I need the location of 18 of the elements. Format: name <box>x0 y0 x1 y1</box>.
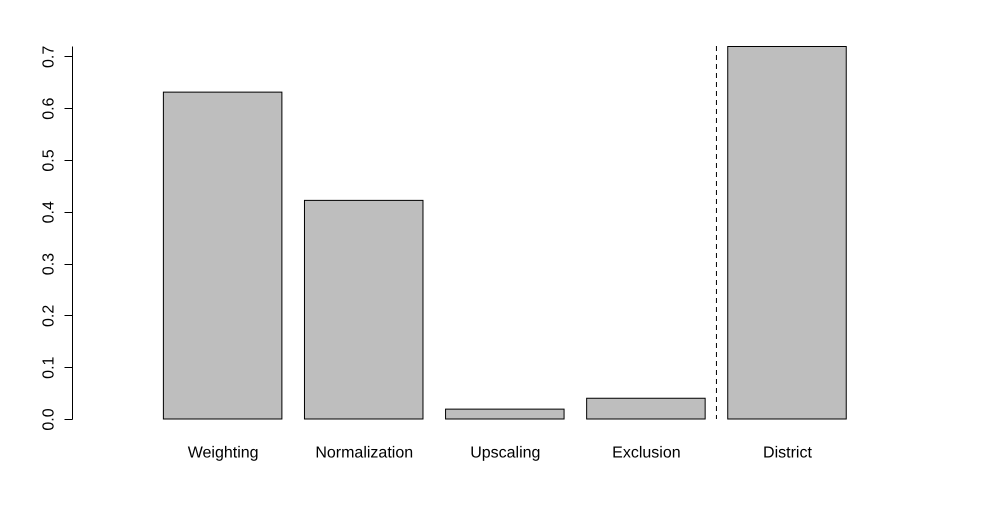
bar <box>445 408 565 420</box>
x-tick-label: Normalization <box>315 444 414 462</box>
bar <box>162 92 282 420</box>
y-tick-label: 0.7 <box>40 46 58 68</box>
y-tick-label: 0.1 <box>40 356 58 379</box>
y-tick-label: 0.3 <box>40 252 58 276</box>
bar <box>586 398 706 420</box>
y-tick-label: 0.2 <box>40 304 58 328</box>
bar <box>304 200 424 420</box>
x-tick-label: Weighting <box>188 444 259 462</box>
y-tick-label: 0.4 <box>40 201 58 224</box>
x-tick-label: District <box>763 444 812 462</box>
x-tick-label: Upscaling <box>470 444 540 462</box>
y-tick-label: 0.5 <box>40 149 58 172</box>
y-tick-label: 0.0 <box>40 408 58 431</box>
bar <box>727 46 847 420</box>
x-tick-label: Exclusion <box>612 444 681 462</box>
y-tick-label: 0.6 <box>40 97 58 120</box>
